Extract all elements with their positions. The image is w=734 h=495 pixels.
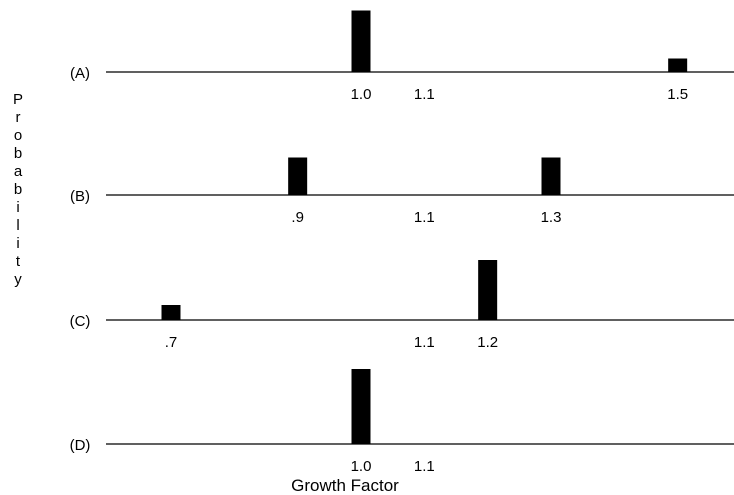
y-axis-label-letter: a	[14, 163, 23, 180]
y-axis-label-letter: P	[13, 91, 23, 108]
panel-label: (A)	[70, 65, 90, 82]
x-tick-label: 1.1	[414, 209, 435, 226]
probability-bar	[288, 157, 308, 195]
x-axis-label: Growth Factor	[291, 476, 399, 495]
y-axis-label-letter: i	[16, 235, 19, 252]
y-axis-label-letter: b	[14, 145, 22, 162]
x-tick-label: 1.3	[541, 209, 562, 226]
y-axis-label-letter: o	[14, 127, 22, 144]
x-tick-label: 1.5	[667, 86, 688, 103]
probability-bar	[351, 369, 371, 444]
x-tick-label: 1.2	[477, 334, 498, 351]
y-axis-label-letter: i	[16, 199, 19, 216]
panel-label: (B)	[70, 188, 90, 205]
y-axis-label-letter: t	[16, 253, 21, 270]
probability-bar	[541, 157, 561, 195]
y-axis-label-letter: b	[14, 181, 22, 198]
x-tick-label: 1.1	[414, 86, 435, 103]
panel-label: (D)	[70, 437, 91, 454]
y-axis-label-letter: y	[14, 271, 22, 288]
x-tick-label: 1.1	[414, 334, 435, 351]
probability-bar	[161, 305, 181, 320]
y-axis-label-letter: r	[16, 109, 21, 126]
x-tick-label: 1.0	[351, 458, 372, 475]
x-tick-label: 1.1	[414, 458, 435, 475]
x-tick-label: .9	[291, 209, 304, 226]
probability-bar	[668, 58, 688, 72]
y-axis-label-letter: l	[16, 217, 19, 234]
probability-bar	[351, 10, 371, 72]
panel-label: (C)	[70, 313, 91, 330]
x-tick-label: 1.0	[351, 86, 372, 103]
x-tick-label: .7	[165, 334, 178, 351]
probability-bar	[478, 260, 498, 320]
